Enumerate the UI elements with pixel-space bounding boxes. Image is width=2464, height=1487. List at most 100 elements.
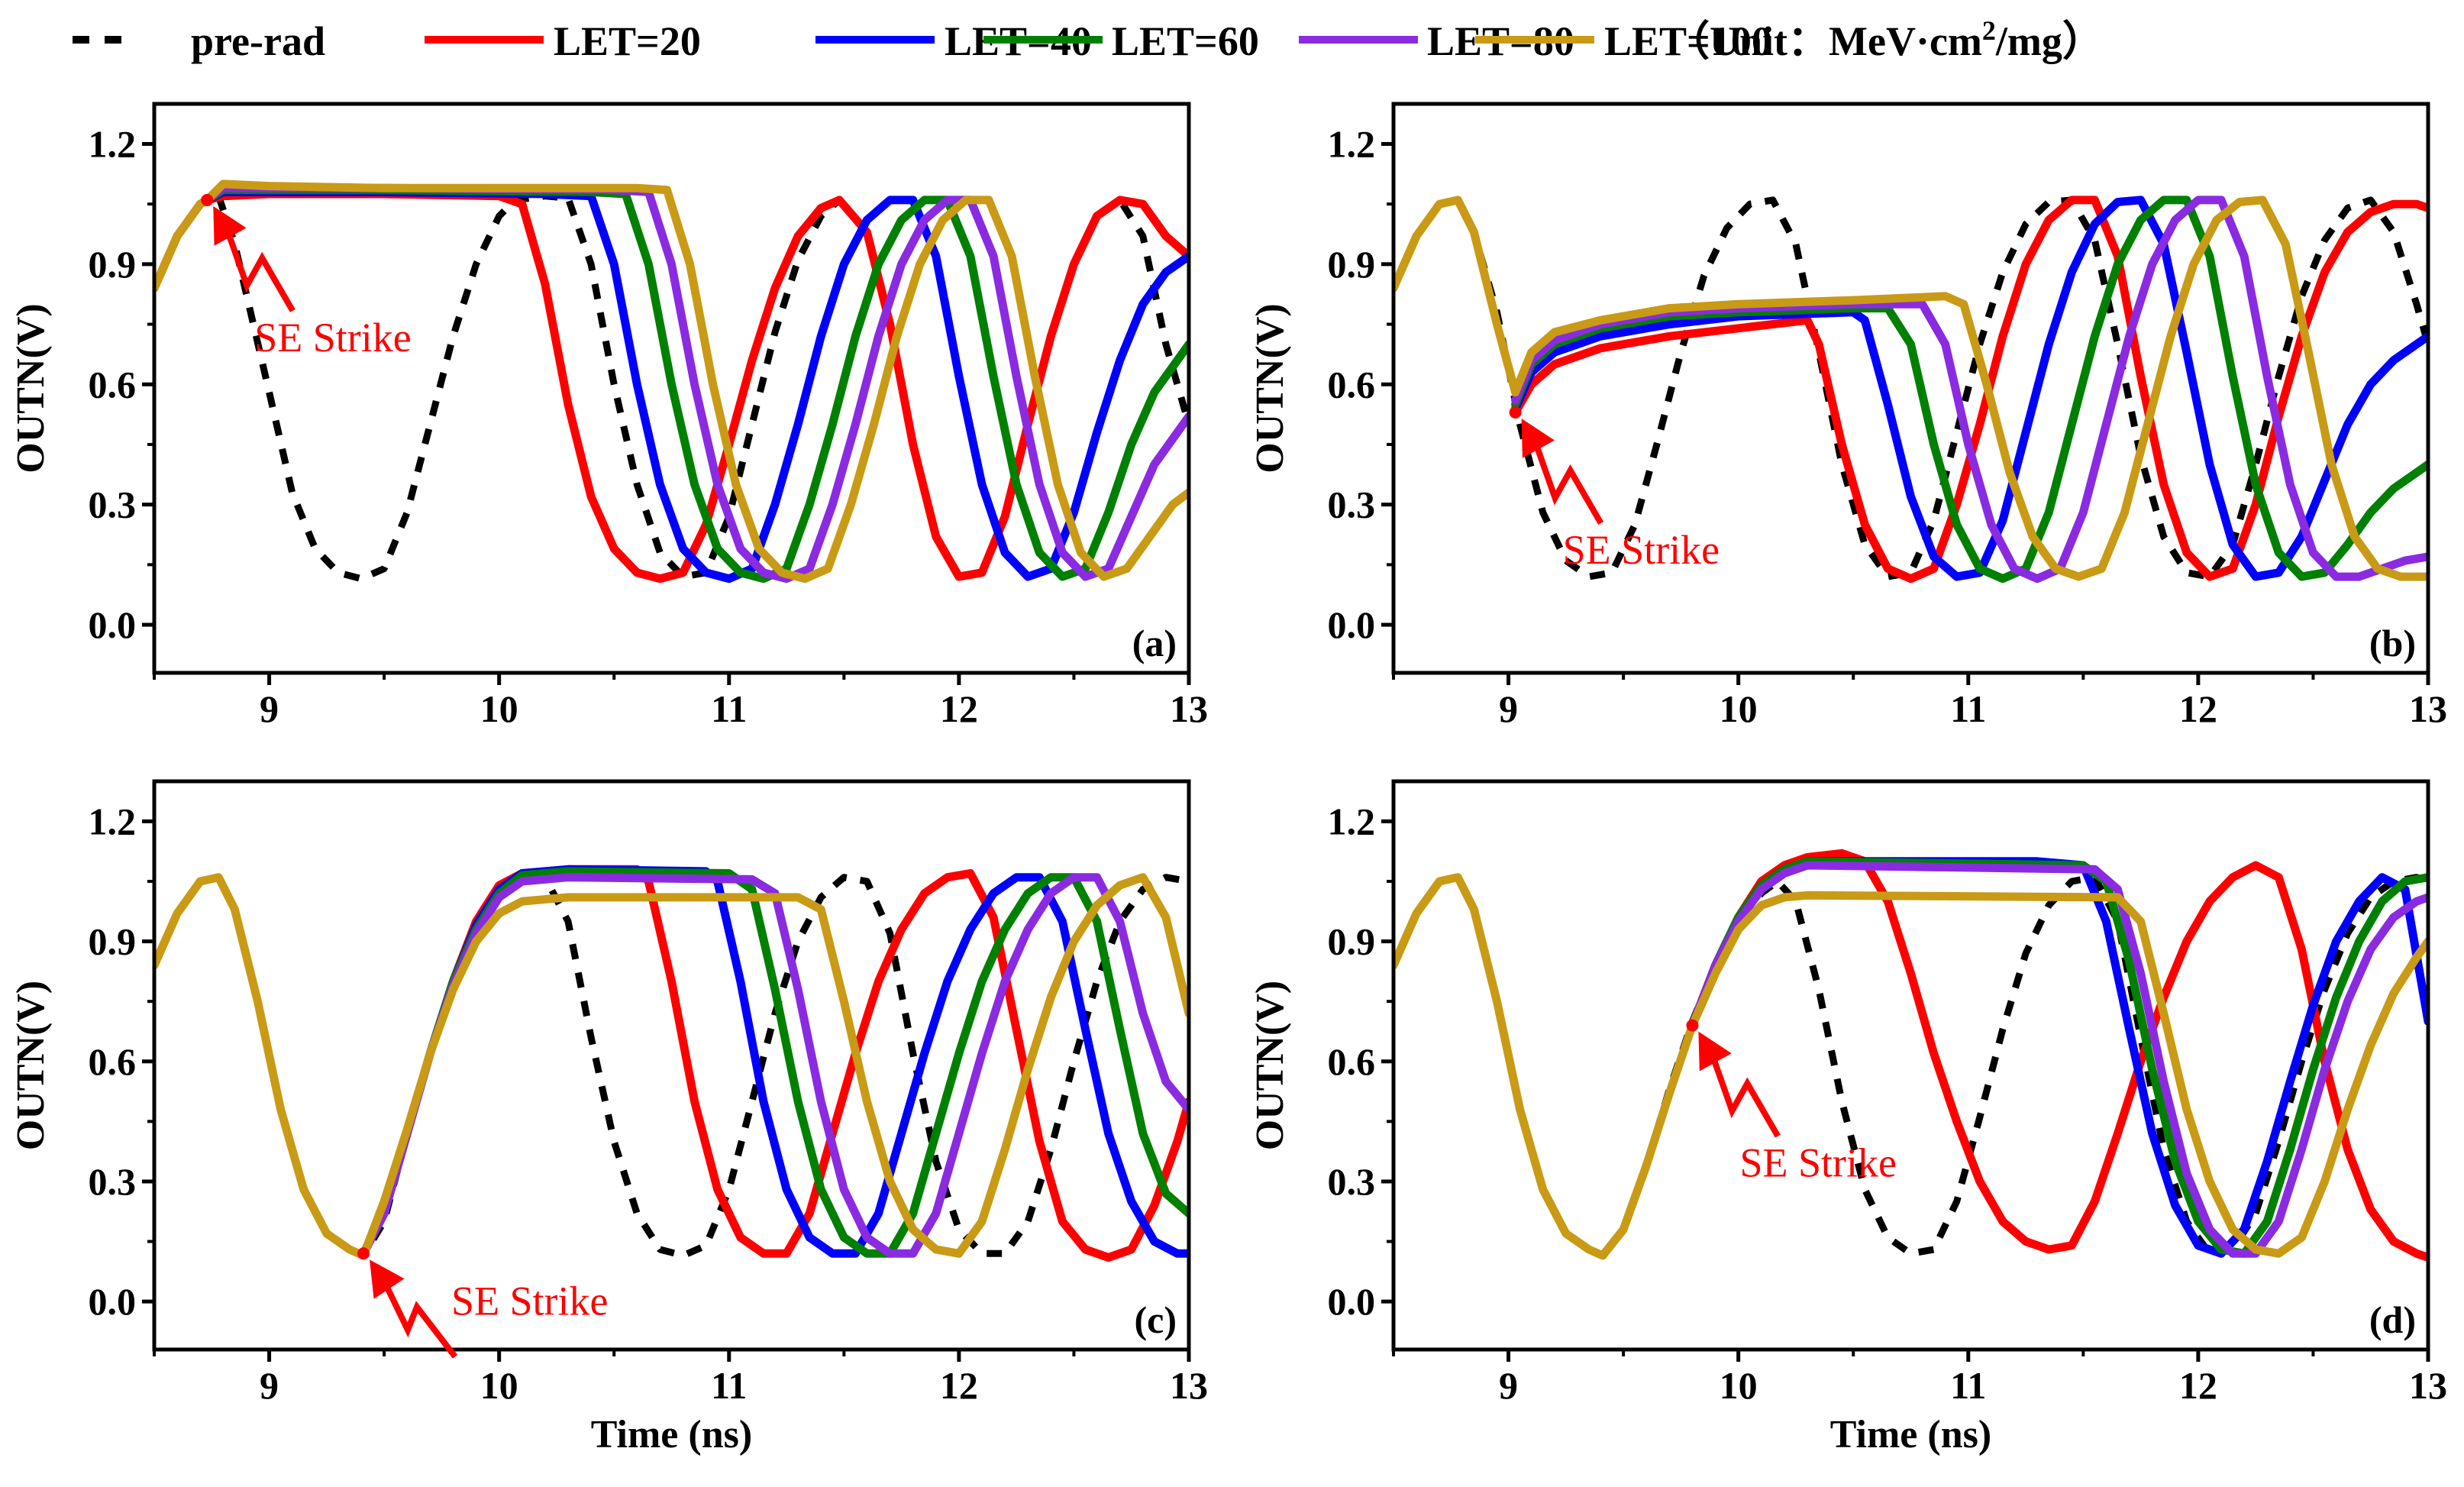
y-tick-label: 0.9 (1328, 243, 1376, 286)
y-tick-label: 0.3 (89, 1160, 137, 1203)
x-tick-label: 9 (260, 1364, 279, 1407)
y-tick-label: 0.6 (89, 1040, 137, 1083)
strike-arrow-head (1521, 419, 1555, 458)
chart-panel-b: 9 10 11 12 13 0.0 0.3 0.6 0.9 1.2 OUTN(V) (b) SE Str… (1248, 102, 2447, 730)
y-axis-title: OUTN(V) (9, 981, 53, 1150)
x-tick-label: 9 (1499, 687, 1518, 730)
se-strike-annotation: SE Strike (1686, 1019, 1897, 1186)
strike-point (357, 1247, 370, 1260)
strike-arrow-head (370, 1259, 405, 1299)
x-tick-label: 11 (711, 1364, 747, 1407)
axes-frame (152, 102, 1191, 675)
axes-frame (1391, 779, 2430, 1352)
legend-unit: （Unit：MeV·cm2/mg） (1668, 15, 2104, 64)
x-tick-label: 9 (1499, 1364, 1518, 1407)
y-tick-label: 0.3 (89, 483, 137, 526)
y-tick-label: 0.9 (1328, 920, 1376, 963)
x-tick-label: 13 (2409, 1364, 2447, 1407)
y-tick-label: 0.0 (89, 1280, 137, 1323)
y-tick-label: 1.2 (89, 122, 137, 165)
legend-unit-suffix: /mg） (1995, 18, 2104, 64)
se-strike-label: SE Strike (254, 315, 412, 360)
y-tick-label: 0.0 (1328, 603, 1376, 646)
legend-items: pre-rad LET=20 LET=40 LET=60 LET=80 LET=100 (73, 18, 1772, 64)
y-axis-title: OUTN(V) (1248, 303, 1292, 473)
chart-panel-a: 9 10 11 12 13 0.0 0.3 0.6 0.9 1.2 OUTN(V) (a) SE Str… (9, 102, 1208, 730)
series-line-let-100 (1393, 196, 2428, 581)
x-tick-label: 13 (1170, 687, 1208, 730)
legend-unit-prefix: （Unit： (1668, 18, 1829, 64)
x-tick-label: 10 (480, 1364, 518, 1407)
se-strike-annotation: SE Strike (201, 193, 412, 360)
y-tick-label: 0.6 (1328, 1040, 1376, 1083)
y-tick-label: 1.2 (1328, 800, 1376, 842)
legend-item: LET=20 (425, 18, 701, 64)
series-line-pre-rad (1393, 874, 2428, 1259)
x-tick-label: 13 (2409, 687, 2447, 730)
x-tick-label: 10 (1720, 1364, 1758, 1407)
y-tick-label: 1.2 (1328, 122, 1376, 165)
series-line-let-80 (1687, 861, 2428, 1258)
legend-unit-main: MeV·cm (1829, 18, 1982, 64)
x-axis-title: Time (ns) (591, 1413, 752, 1456)
plot-area (1393, 196, 2428, 583)
series-line-let-20 (1511, 196, 2428, 583)
series-line-pre-rad (1393, 196, 2428, 580)
x-tick-label: 9 (260, 687, 279, 730)
y-tick-label: 0.9 (89, 920, 137, 963)
series-line-let-100 (1393, 873, 2428, 1260)
x-tick-label: 11 (1950, 1364, 1986, 1407)
y-tick-label: 0.9 (89, 243, 137, 286)
y-axis-title: OUTN(V) (9, 303, 53, 473)
series-line-let-100 (154, 179, 1189, 583)
axes-frame (1391, 102, 2430, 675)
strike-arrow-shaft (1710, 1058, 1781, 1138)
x-tick-label: 12 (2179, 1364, 2217, 1407)
x-tick-label: 12 (940, 1364, 978, 1407)
strike-point (201, 193, 214, 206)
legend-label: LET=20 (554, 18, 701, 64)
legend-label: LET=60 (1112, 18, 1259, 64)
y-tick-label: 0.0 (89, 603, 137, 646)
x-tick-label: 10 (1720, 687, 1758, 730)
strike-point (1509, 406, 1522, 419)
panel-label: (b) (2369, 622, 2416, 664)
series-line-let-20 (1687, 849, 2428, 1262)
y-tick-label: 0.0 (1328, 1280, 1376, 1323)
plot-area (154, 865, 1189, 1262)
se-strike-label: SE Strike (1739, 1140, 1897, 1186)
se-strike-annotation: SE Strike (357, 1247, 609, 1359)
axes-frame (152, 779, 1191, 1352)
x-tick-label: 12 (940, 687, 978, 730)
se-strike-annotation: SE Strike (1509, 406, 1720, 573)
series-line-let-100 (154, 873, 1189, 1260)
y-tick-label: 1.2 (89, 800, 137, 842)
panel-label: (c) (1135, 1298, 1177, 1341)
legend-item: LET=60 (983, 18, 1259, 64)
strike-arrow-head (1698, 1031, 1732, 1072)
panel-label: (a) (1132, 622, 1177, 664)
x-tick-label: 13 (1170, 1364, 1208, 1407)
y-tick-label: 0.3 (1328, 1160, 1376, 1203)
y-tick-label: 0.6 (89, 363, 137, 406)
plot-area (154, 179, 1189, 583)
legend-label: pre-rad (191, 18, 325, 64)
se-strike-label: SE Strike (1563, 527, 1720, 573)
x-axis-title: Time (ns) (1830, 1413, 1991, 1456)
strike-arrow-shaft (1533, 444, 1604, 525)
y-tick-label: 0.6 (1328, 363, 1376, 406)
strike-arrow-head (213, 205, 247, 246)
y-tick-label: 0.3 (1328, 483, 1376, 526)
strike-arrow-shaft (382, 1281, 458, 1359)
plot-area (1393, 849, 2428, 1262)
legend-label: LET=100 (1604, 18, 1772, 64)
strike-arrow-shaft (225, 232, 295, 312)
chart-panel-c: 9 10 11 12 13 0.0 0.3 0.6 0.9 1.2 OUTN(V) Time (ns)… (9, 779, 1208, 1456)
series-line-let-40 (202, 187, 1189, 583)
x-tick-label: 10 (480, 687, 518, 730)
chart-panel-d: 9 10 11 12 13 0.0 0.3 0.6 0.9 1.2 OUTN(V) Time (ns)… (1248, 779, 2447, 1456)
series-line-pre-rad (154, 192, 1189, 583)
legend-item: LET=100 (1475, 18, 1772, 64)
se-strike-label: SE Strike (451, 1278, 609, 1324)
